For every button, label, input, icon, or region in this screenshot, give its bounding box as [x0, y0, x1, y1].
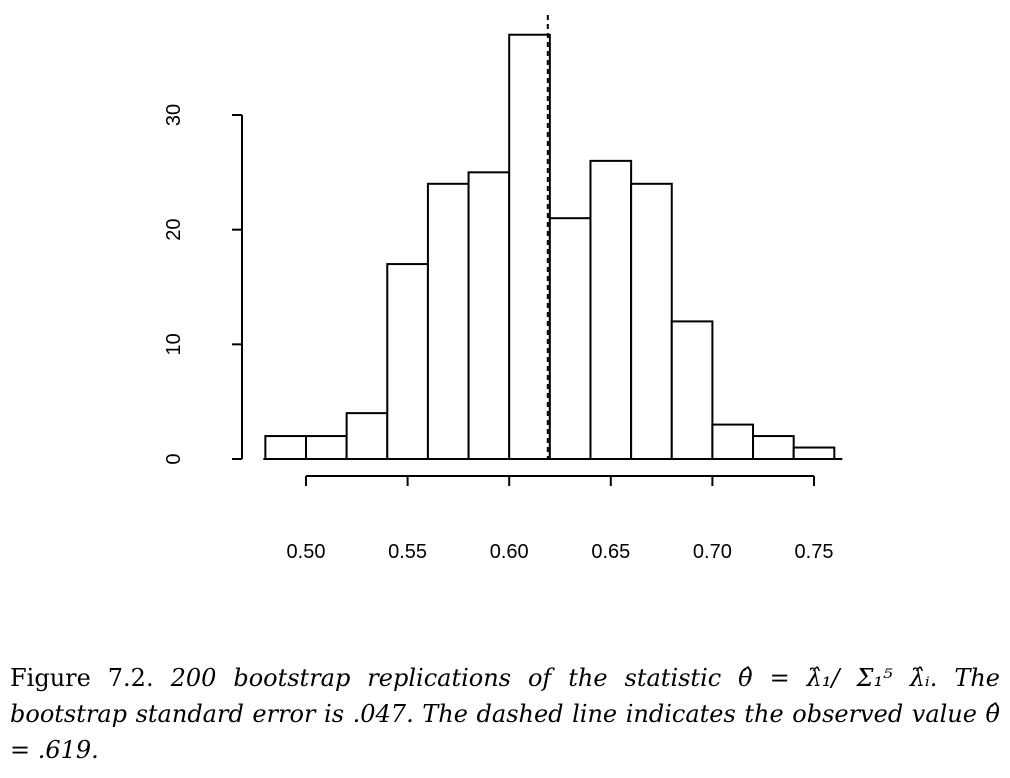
- x-tick-label: 0.55: [388, 541, 427, 563]
- histogram-bar: [670, 320, 714, 460]
- histogram-bar: [386, 263, 429, 461]
- x-tick-label: 0.50: [287, 541, 326, 563]
- histogram-chart: 0 10 20 30 0.50 0.55 0.60 0.65 0.70 0.75: [163, 15, 843, 563]
- y-axis: 0 10 20 30: [163, 104, 243, 465]
- histogram-bar: [426, 182, 470, 461]
- histogram-bar: [305, 435, 348, 461]
- caption-text: 200 bootstrap replications of the statis…: [10, 664, 1001, 764]
- histogram-bar: [548, 217, 592, 460]
- histogram-bar: [264, 435, 307, 461]
- figure-caption: Figure 7.2. 200 bootstrap replications o…: [10, 660, 1000, 768]
- histogram-bar: [508, 33, 551, 460]
- x-tick-label: 0.70: [693, 541, 732, 563]
- histogram-bar: [467, 171, 511, 460]
- histogram-bar: [345, 412, 389, 460]
- y-tick-label: 30: [163, 104, 185, 126]
- x-tick-label: 0.75: [795, 541, 834, 563]
- histogram-figure: 0 10 20 30 0.50 0.55 0.60 0.65 0.70 0.75: [163, 15, 843, 563]
- bars-layer: [263, 33, 843, 461]
- y-tick-label: 10: [163, 333, 185, 355]
- histogram-bar: [752, 435, 795, 461]
- histogram-bar: [792, 446, 836, 460]
- histogram-bar: [630, 182, 673, 461]
- y-tick-label: 20: [163, 219, 185, 241]
- x-tick-label: 0.65: [591, 541, 630, 563]
- y-tick-label: 0: [163, 453, 185, 464]
- histogram-bar: [711, 423, 755, 461]
- x-tick-label: 0.60: [490, 541, 529, 563]
- histogram-bar: [589, 159, 633, 460]
- x-axis: 0.50 0.55 0.60 0.65 0.70 0.75: [287, 475, 834, 563]
- caption-label: Figure 7.2.: [10, 664, 154, 692]
